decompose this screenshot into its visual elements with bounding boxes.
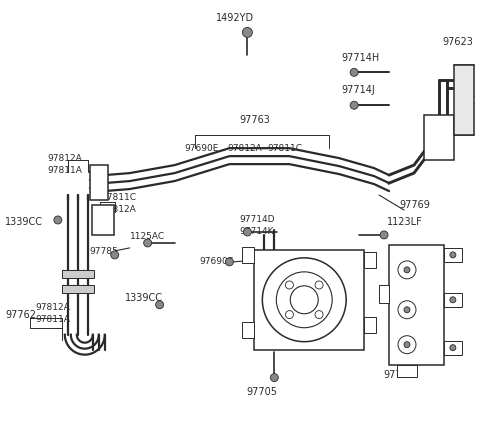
Bar (389, 245, 444, 365)
Bar (62, 270, 94, 278)
Text: 97811C: 97811C (102, 192, 137, 201)
Text: 97769: 97769 (399, 200, 430, 210)
Text: 97811C: 97811C (267, 144, 302, 153)
Circle shape (404, 307, 410, 313)
Circle shape (350, 101, 358, 109)
Text: 97714K: 97714K (240, 227, 274, 237)
Circle shape (315, 311, 323, 318)
Text: 97812A: 97812A (47, 153, 82, 163)
Circle shape (156, 301, 164, 309)
Text: 97812A: 97812A (102, 204, 136, 214)
Circle shape (286, 311, 293, 318)
Text: 97714D: 97714D (240, 215, 275, 224)
Text: 97714H: 97714H (341, 53, 379, 63)
Circle shape (404, 267, 410, 273)
Bar (242, 247, 254, 263)
Circle shape (380, 231, 388, 239)
Bar (62, 285, 94, 293)
Circle shape (286, 281, 293, 289)
Bar (444, 293, 462, 307)
Bar (254, 250, 364, 350)
Text: 97785: 97785 (90, 247, 119, 257)
Bar (424, 115, 454, 160)
Bar (444, 248, 462, 262)
Text: 97812A: 97812A (35, 303, 70, 312)
Circle shape (243, 228, 252, 236)
Text: 1492YD: 1492YD (216, 14, 254, 23)
Text: 97763: 97763 (239, 115, 270, 125)
Circle shape (54, 216, 62, 224)
Bar (454, 65, 474, 135)
Bar (92, 205, 114, 235)
Circle shape (450, 252, 456, 258)
Bar (364, 252, 376, 268)
Circle shape (404, 342, 410, 348)
Circle shape (270, 374, 278, 382)
Text: 97703: 97703 (384, 370, 414, 379)
Circle shape (242, 28, 252, 37)
Text: 97705: 97705 (247, 387, 278, 396)
Text: 97811A: 97811A (47, 166, 82, 175)
Text: 1123LF: 1123LF (387, 217, 423, 227)
Text: 1339CC: 1339CC (125, 293, 163, 303)
Bar (242, 322, 254, 338)
Bar (444, 340, 462, 354)
Circle shape (450, 297, 456, 303)
Text: 97762: 97762 (5, 310, 36, 320)
Text: 1125AC: 1125AC (130, 232, 165, 241)
Circle shape (144, 239, 152, 247)
Text: 97690E: 97690E (184, 144, 219, 153)
Bar (379, 285, 389, 303)
Text: 97623: 97623 (442, 37, 473, 47)
Bar (90, 165, 108, 200)
Bar (397, 365, 417, 377)
Bar (364, 317, 376, 333)
Text: 97812A: 97812A (228, 144, 262, 153)
Text: 97690E: 97690E (200, 257, 234, 266)
Circle shape (315, 281, 323, 289)
Circle shape (111, 251, 119, 259)
Circle shape (350, 68, 358, 76)
Text: 97714J: 97714J (341, 85, 375, 95)
Text: 97811A: 97811A (35, 315, 70, 324)
Circle shape (226, 258, 233, 266)
Text: 1339CC: 1339CC (5, 217, 43, 227)
Circle shape (450, 345, 456, 351)
